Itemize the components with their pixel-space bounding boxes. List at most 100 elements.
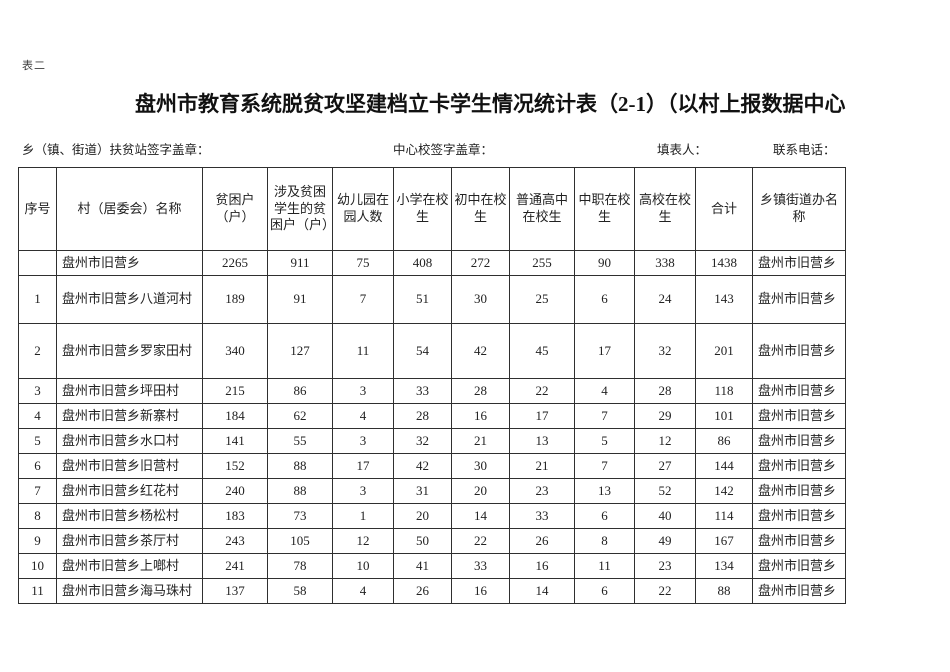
table-cell: 盘州市旧营乡: [752, 503, 846, 529]
student-statistics-table: 序号 村（居委会）名称 贫困户（户） 涉及贫困学生的贫困户（户） 幼儿园在园人数 小学在校…: [18, 167, 846, 604]
table-cell: 14: [509, 578, 575, 604]
table-cell: 4: [332, 578, 394, 604]
table-cell: 盘州市旧营乡: [752, 553, 846, 579]
table-cell: 盘州市旧营乡: [752, 528, 846, 554]
table-cell: 183: [202, 503, 268, 529]
table-cell: 6: [18, 453, 57, 479]
table-cell: 盘州市旧营乡: [752, 453, 846, 479]
table-cell: 20: [393, 503, 452, 529]
table-cell: 1438: [695, 250, 753, 276]
table-cell: 86: [267, 378, 333, 404]
table-cell: 215: [202, 378, 268, 404]
table-cell: 272: [451, 250, 510, 276]
column-header-8: 中职在校生: [574, 167, 635, 251]
table-cell: 45: [509, 323, 575, 379]
table-cell: 26: [393, 578, 452, 604]
central-school-signature-label: 中心校签字盖章：: [393, 143, 494, 157]
table-cell: 142: [695, 478, 753, 504]
table-cell: 7: [574, 453, 635, 479]
table-cell: 40: [634, 503, 696, 529]
table-cell: 盘州市旧营乡八道河村: [56, 275, 203, 324]
table-cell: 49: [634, 528, 696, 554]
column-header-10: 合计: [695, 167, 753, 251]
table-cell: 62: [267, 403, 333, 429]
table-cell: 13: [574, 478, 635, 504]
table-cell: 3: [18, 378, 57, 404]
table-cell: 盘州市旧营乡: [752, 378, 846, 404]
table-cell: 22: [634, 578, 696, 604]
table-cell: 盘州市旧营乡旧营村: [56, 453, 203, 479]
table-cell: 243: [202, 528, 268, 554]
table-cell: 8: [574, 528, 635, 554]
table-cell: 33: [393, 378, 452, 404]
column-header-9: 高校在校生: [634, 167, 696, 251]
table-cell: 13: [509, 428, 575, 454]
table-cell: 16: [451, 403, 510, 429]
table-cell: 22: [451, 528, 510, 554]
table-cell: 盘州市旧营乡红花村: [56, 478, 203, 504]
table-cell: 3: [332, 478, 394, 504]
table-cell: 241: [202, 553, 268, 579]
table-cell: 32: [393, 428, 452, 454]
table-cell: 17: [574, 323, 635, 379]
table-cell: 盘州市旧营乡坪田村: [56, 378, 203, 404]
table-cell: 1: [18, 275, 57, 324]
table-cell: 911: [267, 250, 333, 276]
table-cell: 12: [332, 528, 394, 554]
table-cell: 42: [451, 323, 510, 379]
table-row: 盘州市旧营乡 2265 911 75 408 272 255 90 338 1438 盘州市旧营乡: [18, 250, 846, 276]
column-header-6: 初中在校生: [451, 167, 510, 251]
column-header-2: 贫困户（户）: [202, 167, 268, 251]
table-cell: 73: [267, 503, 333, 529]
table-cell: 58: [267, 578, 333, 604]
table-cell: 4: [332, 403, 394, 429]
table-cell: 7: [332, 275, 394, 324]
form-filler-label: 填表人：: [657, 143, 708, 157]
table-cell: 338: [634, 250, 696, 276]
table-row: 8 盘州市旧营乡杨松村 183 73 1 20 14 33 6 40 114 盘州市旧营乡: [18, 503, 846, 529]
signature-row: 乡（镇、街道）扶贫站签字盖章： 中心校签字盖章： 填表人： 联系电话：: [0, 139, 950, 157]
table-cell: 盘州市旧营乡茶厅村: [56, 528, 203, 554]
table-cell: 11: [18, 578, 57, 604]
table-cell: 51: [393, 275, 452, 324]
table-cell: 41: [393, 553, 452, 579]
table-cell: 2265: [202, 250, 268, 276]
table-row: 2 盘州市旧营乡罗家田村 340 127 11 54 42 45 17 32 201 盘州市旧营乡: [18, 323, 846, 379]
table-cell: 盘州市旧营乡: [752, 323, 846, 379]
table-cell: 10: [18, 553, 57, 579]
table-cell: 408: [393, 250, 452, 276]
table-cell: 盘州市旧营乡: [752, 275, 846, 324]
table-cell: 6: [574, 578, 635, 604]
table-cell: 盘州市旧营乡罗家田村: [56, 323, 203, 379]
table-cell: 16: [509, 553, 575, 579]
township-poverty-station-signature-label: 乡（镇、街道）扶贫站签字盖章：: [22, 143, 210, 157]
column-header-1: 村（居委会）名称: [56, 167, 203, 251]
table-cell: 盘州市旧营乡: [752, 428, 846, 454]
table-row: 9 盘州市旧营乡茶厅村 243 105 12 50 22 26 8 49 167 盘州市旧营乡: [18, 528, 846, 554]
table-row: 5 盘州市旧营乡水口村 141 55 3 32 21 13 5 12 86 盘州市旧营乡: [18, 428, 846, 454]
table-cell: 167: [695, 528, 753, 554]
table-cell: 22: [509, 378, 575, 404]
table-cell: 3: [332, 378, 394, 404]
column-header-3: 涉及贫困学生的贫困户（户）: [267, 167, 333, 251]
column-header-11: 乡镇街道办名称: [752, 167, 846, 251]
table-cell: 31: [393, 478, 452, 504]
table-cell: 1: [332, 503, 394, 529]
table-cell: 90: [574, 250, 635, 276]
table-cell: 26: [509, 528, 575, 554]
table-cell: 144: [695, 453, 753, 479]
table-cell: 11: [574, 553, 635, 579]
table-cell: 340: [202, 323, 268, 379]
table-row: 3 盘州市旧营乡坪田村 215 86 3 33 28 22 4 28 118 盘州市旧营乡: [18, 378, 846, 404]
table-cell: 240: [202, 478, 268, 504]
table-cell: 88: [267, 453, 333, 479]
table-cell: 21: [509, 453, 575, 479]
table-cell: 78: [267, 553, 333, 579]
table-cell: 201: [695, 323, 753, 379]
table-cell: 10: [332, 553, 394, 579]
table-cell: 101: [695, 403, 753, 429]
table-cell: 32: [634, 323, 696, 379]
table-row: 6 盘州市旧营乡旧营村 152 88 17 42 30 21 7 27 144 盘州市旧营乡: [18, 453, 846, 479]
table-row: 4 盘州市旧营乡新寨村 184 62 4 28 16 17 7 29 101 盘州市旧营乡: [18, 403, 846, 429]
